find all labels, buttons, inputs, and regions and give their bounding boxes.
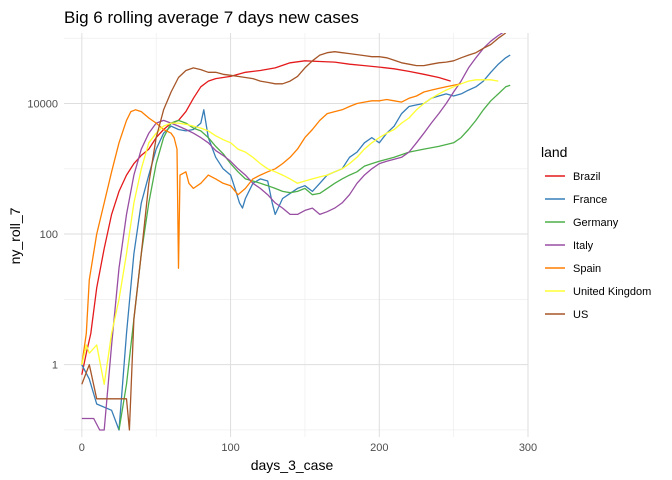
legend-label-italy: Italy	[573, 240, 594, 252]
y-tick-label: 1	[52, 360, 58, 372]
series-lines	[81, 33, 511, 431]
series-line-united-kingdom	[81, 79, 499, 385]
series-line-spain	[81, 83, 462, 365]
series-line-france	[81, 54, 511, 431]
y-tick-label: 10000	[27, 98, 58, 110]
legend-label-spain: Spain	[573, 263, 601, 275]
major-gridlines	[64, 33, 529, 437]
x-tick-label: 100	[221, 442, 239, 454]
x-tick-label: 300	[519, 442, 537, 454]
legend-items: Brazil France Germany Italy Spain United King…	[545, 171, 651, 321]
x-axis-title: days_3_case	[251, 457, 334, 473]
chart-title: Big 6 rolling average 7 days new cases	[64, 8, 359, 27]
x-tick-label: 200	[370, 442, 388, 454]
x-axis-ticks: 0 100 200 300	[79, 442, 537, 454]
series-line-italy	[81, 33, 504, 431]
y-tick-label: 100	[40, 229, 58, 241]
legend-label-germany: Germany	[573, 217, 619, 229]
x-tick-label: 0	[79, 442, 85, 454]
legend-label-us: US	[573, 309, 588, 321]
series-line-brazil	[81, 60, 451, 375]
y-axis-title: ny_roll_7	[7, 207, 23, 264]
legend-title: land	[541, 144, 567, 160]
series-line-us	[81, 33, 507, 431]
legend-label-united-kingdom: United Kingdom	[573, 286, 651, 298]
plot-background	[64, 33, 528, 437]
series-line-germany	[118, 84, 511, 431]
legend: land Brazil France Germany Italy Spain United…	[541, 144, 651, 321]
y-axis-ticks: 1 100 10000	[27, 98, 58, 371]
legend-label-brazil: Brazil	[573, 171, 601, 183]
legend-label-france: France	[573, 194, 607, 206]
